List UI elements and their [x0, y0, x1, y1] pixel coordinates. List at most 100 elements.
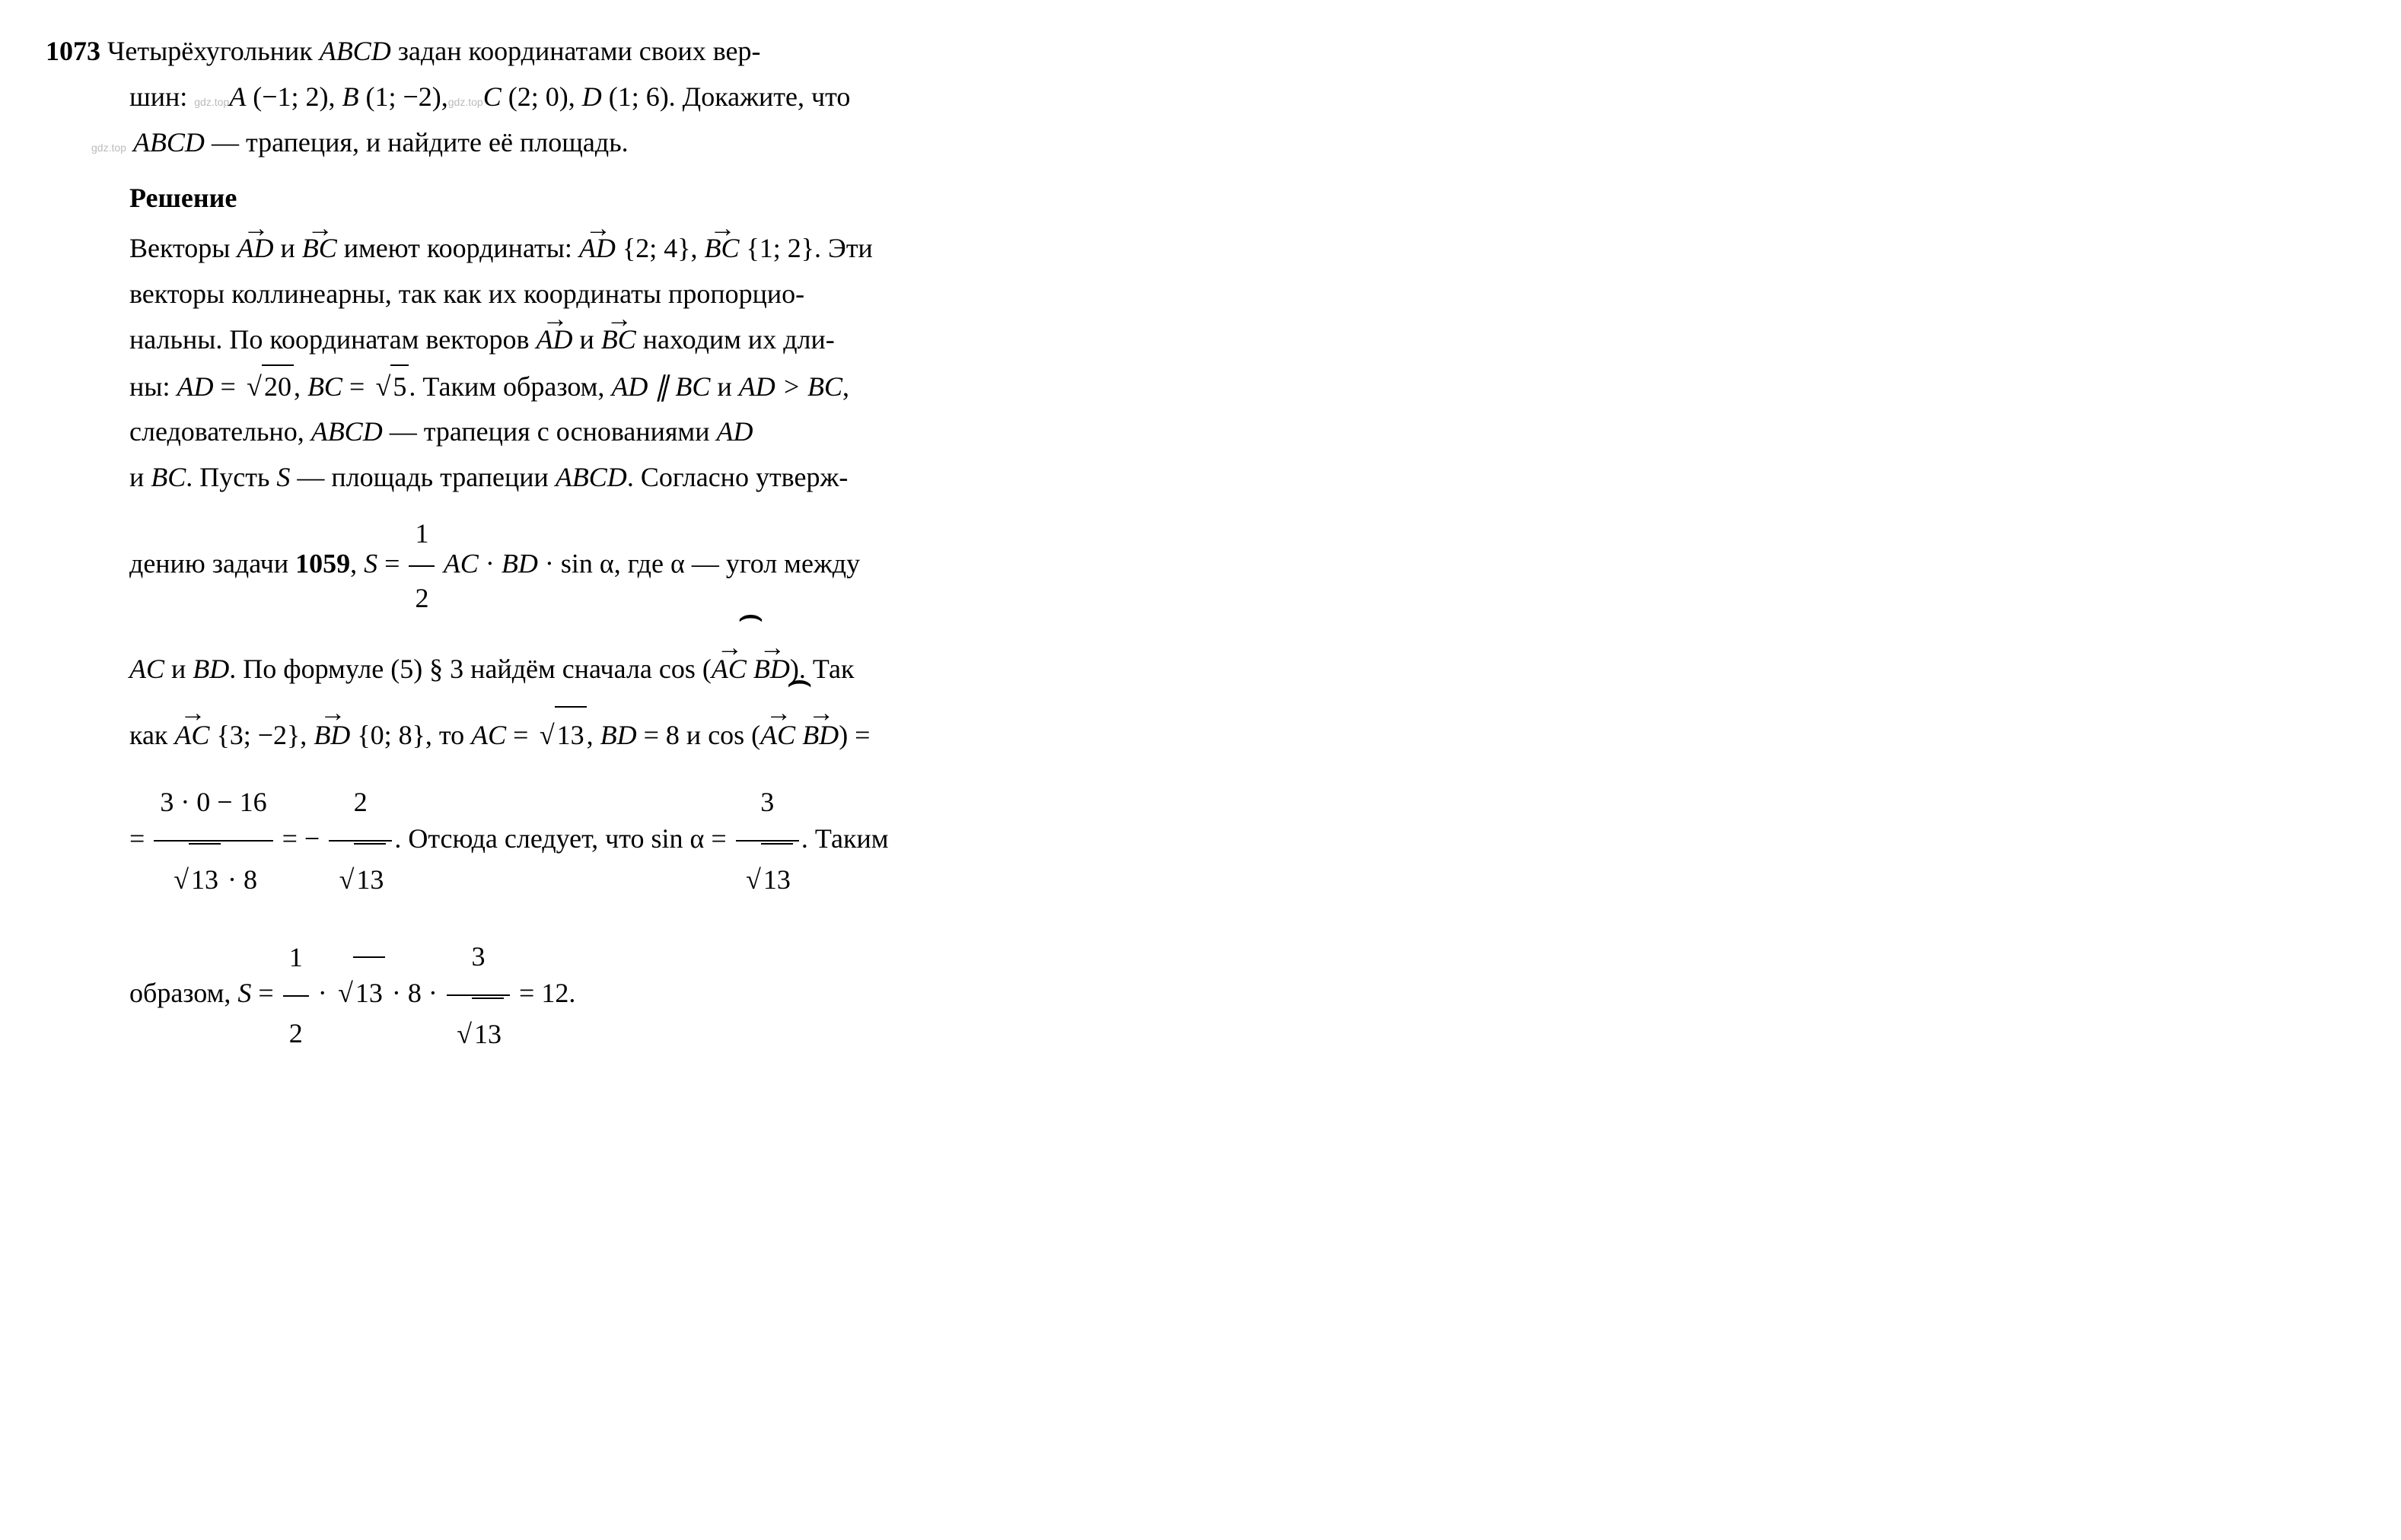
- sqrt-icon: 13: [335, 843, 386, 916]
- eq: =: [129, 823, 151, 854]
- fraction-half: 12: [283, 921, 309, 1071]
- sqrt-icon: 20: [243, 364, 294, 409]
- coords: {0; 8}, то: [350, 720, 471, 750]
- solution-line: следовательно, ABCD — трапеция с основан…: [129, 411, 2355, 453]
- text: и: [572, 324, 600, 355]
- var-BD: BD: [600, 720, 637, 750]
- denominator: 13: [447, 996, 510, 1072]
- var-AC: AC: [437, 548, 478, 578]
- text: . Таким: [801, 823, 889, 854]
- vector-BC: BC: [601, 319, 636, 361]
- eq: =: [213, 371, 242, 402]
- radicand: 13: [472, 998, 504, 1071]
- problem-line-1: 1073 Четырёхугольник ABCD задан координа…: [46, 30, 2355, 73]
- angle-hat: ⌢AC BD: [760, 699, 839, 762]
- fraction: 313: [447, 920, 510, 1071]
- numerator: 3 · 0 − 16: [154, 765, 272, 842]
- point-D: D: [582, 81, 602, 112]
- ref-problem: 1059: [295, 548, 350, 578]
- fraction: 3 · 0 − 1613 · 8: [154, 765, 272, 917]
- text: · 8: [221, 864, 257, 895]
- text: = 8 и cos (: [637, 720, 761, 750]
- watermark: gdz.top: [91, 142, 126, 154]
- text: — площадь трапеции: [290, 462, 555, 492]
- math-abcd: ABCD: [133, 127, 205, 158]
- radicand: 13: [555, 706, 587, 762]
- vector-AD: AD: [579, 228, 616, 270]
- numerator: 1: [409, 502, 435, 567]
- eq: =: [251, 978, 280, 1008]
- text: ны:: [129, 371, 177, 402]
- denominator: 2: [283, 997, 309, 1071]
- text: находим их дли-: [636, 324, 835, 355]
- text: и: [164, 654, 193, 684]
- dot: ·: [479, 548, 502, 578]
- sqrt-icon: 13: [334, 956, 385, 1029]
- text: и: [129, 462, 151, 492]
- sqrt-icon: 13: [453, 998, 504, 1071]
- var-S: S: [364, 548, 377, 578]
- solution-line: как AC {3; −2}, BD {0; 8}, то AC = 13, B…: [129, 699, 2355, 762]
- radicand: 13: [761, 843, 793, 916]
- problem-line-2: шин: gdz.topA (−1; 2), B (1; −2),gdz.top…: [46, 76, 2355, 119]
- solution-line: дению задачи 1059, S = 12 AC · BD · sin …: [129, 502, 2355, 630]
- math-abcd: ABCD: [556, 462, 627, 492]
- coords: {2; 4},: [616, 233, 705, 263]
- denominator: 2: [409, 567, 435, 630]
- vector-BD: BD: [802, 708, 839, 762]
- coords-B: (1; −2),: [358, 81, 447, 112]
- eq: = −: [275, 823, 327, 854]
- text: как: [129, 720, 174, 750]
- coords-D: (1; 6). Докажите, что: [602, 81, 851, 112]
- vector-AD: AD: [237, 228, 273, 270]
- var-AC: AC: [471, 720, 506, 750]
- denominator: 13: [736, 842, 799, 918]
- fraction: 313: [736, 765, 799, 917]
- radicand: 13: [354, 843, 386, 916]
- text: · 8 ·: [385, 978, 444, 1008]
- comma: ,: [587, 720, 600, 750]
- vector-AC: AC: [174, 708, 209, 762]
- text: и: [710, 371, 738, 402]
- math-abcd: ABCD: [311, 416, 383, 447]
- denominator: 13: [329, 842, 392, 918]
- text: . Согласно утверж-: [627, 462, 849, 492]
- text: · sin α, где α — угол между: [538, 548, 860, 578]
- dot: ·: [311, 978, 334, 1008]
- solution-line: векторы коллинеарны, так как их координа…: [129, 273, 2355, 316]
- solution-body: Векторы AD и BC имеют координаты: AD {2;…: [46, 228, 2355, 1071]
- text: — трапеция с основаниями: [383, 416, 717, 447]
- coords: {3; −2},: [209, 720, 314, 750]
- var-S: S: [276, 462, 290, 492]
- solution-line: ны: AD = 20, BC = 5. Таким образом, AD ∥…: [129, 364, 2355, 409]
- var-S: S: [237, 978, 251, 1008]
- var-BD: BD: [193, 654, 229, 684]
- text: Четырёхугольник: [107, 36, 320, 66]
- problem-number: 1073: [46, 36, 100, 66]
- relation: AD > BC: [739, 371, 842, 402]
- var-AC: AC: [129, 654, 164, 684]
- var-AD: AD: [716, 416, 753, 447]
- watermark: gdz.top: [448, 96, 483, 108]
- text: следовательно,: [129, 416, 311, 447]
- vector-BD: BD: [314, 708, 350, 762]
- vector-AC: AC: [712, 641, 747, 696]
- sqrt-icon: 5: [371, 364, 409, 409]
- coords: {1; 2}. Эти: [740, 233, 873, 263]
- vector-BC: BC: [302, 228, 337, 270]
- eq: =: [377, 548, 406, 578]
- point-A: A: [229, 81, 246, 112]
- text: имеют координаты:: [337, 233, 579, 263]
- text: Векторы: [129, 233, 237, 263]
- fraction-half: 12: [409, 502, 435, 630]
- text: . Пусть: [186, 462, 276, 492]
- space: [795, 720, 802, 750]
- point-B: B: [342, 81, 358, 112]
- vector-BC: BC: [704, 228, 739, 270]
- numerator: 3: [736, 765, 799, 842]
- text: и: [273, 233, 301, 263]
- numerator: 2: [329, 765, 392, 842]
- radicand: 13: [353, 956, 385, 1029]
- radicand: 13: [189, 843, 221, 916]
- point-C: C: [483, 81, 502, 112]
